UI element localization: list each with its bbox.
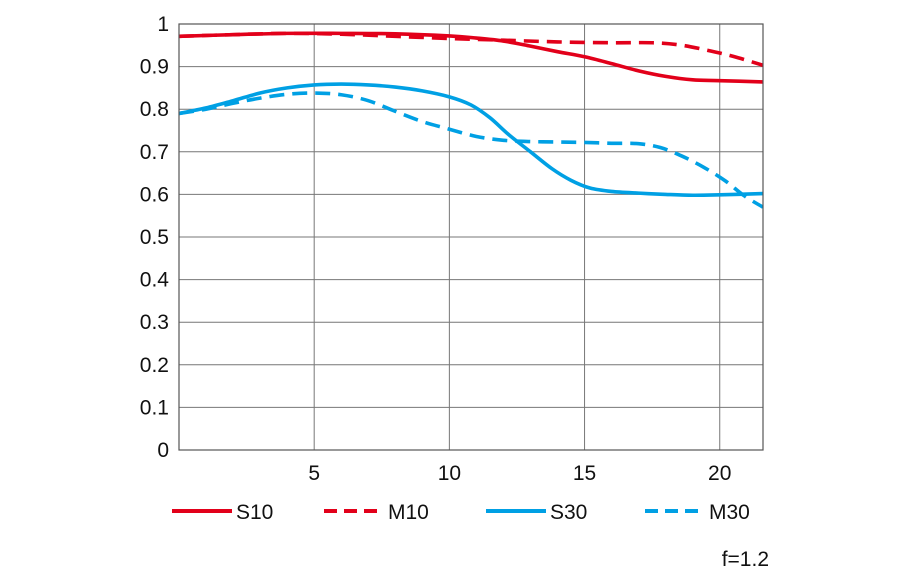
series-line-m10	[179, 31, 763, 68]
series-line-s10	[179, 31, 763, 84]
series-line-m30	[179, 91, 763, 209]
legend-label-s30: S30	[550, 501, 587, 524]
y-tick-label: 1	[157, 13, 169, 36]
y-tick-label: 0	[157, 439, 169, 462]
y-tick-label: 0.7	[140, 141, 169, 164]
aperture-note: f=1.2	[722, 548, 769, 571]
y-axis-tick-labels: 0 0.1 0.2 0.3 0.4 0.5 0.6 0.7 0.8 0.9 1	[140, 13, 170, 462]
x-tick-label: 10	[438, 462, 461, 485]
series-line-s30	[179, 82, 763, 198]
y-tick-label: 0.2	[140, 354, 169, 377]
y-tick-label: 0.6	[140, 183, 169, 206]
x-tick-label: 15	[573, 462, 596, 485]
y-tick-label: 0.4	[140, 269, 170, 292]
plot-frame	[178, 23, 764, 451]
y-tick-label: 0.9	[140, 56, 169, 79]
x-axis-tick-labels: 5 10 15 20	[308, 462, 731, 485]
grid-lines	[179, 24, 763, 450]
legend-label-m30: M30	[709, 501, 750, 524]
y-tick-label: 0.3	[140, 311, 169, 334]
legend-label-m10: M10	[388, 501, 429, 524]
x-tick-label: 5	[308, 462, 320, 485]
x-tick-label: 20	[708, 462, 731, 485]
data-curves	[179, 31, 763, 209]
y-tick-label: 0.5	[140, 226, 169, 249]
legend-label-s10: S10	[236, 501, 273, 524]
y-tick-label: 0.1	[140, 396, 169, 419]
y-tick-label: 0.8	[140, 98, 169, 121]
legend: S10 M10 S30 M30	[172, 501, 750, 524]
